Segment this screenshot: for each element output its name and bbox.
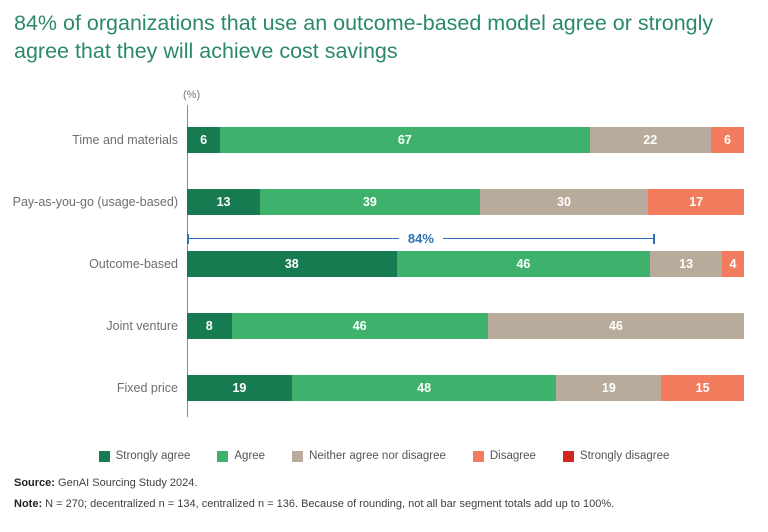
segment-value: 38 [284,257,299,272]
plot-rows: Time and materials 6 67 22 6 Pay-as-you-go (u… [0,109,768,419]
stacked-bar-chart: (%) Time and materials 6 67 22 6 Pay-as-you-g… [0,89,768,462]
segment-value: 46 [608,319,623,334]
bracket-left-tick [187,233,189,244]
row-label: Fixed price [116,381,178,396]
bar-segment: 13 [650,251,722,278]
legend-item: Neither agree nor disagree [292,450,446,462]
bar-track: 38 46 13 4 84% [187,232,744,278]
segment-value: 6 [200,133,208,148]
segment-value: 39 [362,195,377,210]
legend-swatch [292,450,304,462]
chart-row: Time and materials 6 67 22 6 [0,109,768,171]
legend-label: Agree [234,450,266,463]
legend-swatch [472,450,484,462]
bracket-right-tick [652,233,655,244]
legend: Strongly agree Agree Neither agree nor dis… [0,450,768,462]
segment-value: 13 [679,257,694,272]
segment-value: 4 [729,257,737,272]
bar-segment: 67 [220,127,590,154]
segment-value: 19 [601,381,616,396]
source-label: Source: [14,477,55,490]
legend-label: Strongly disagree [579,450,670,463]
bar-segment: 22 [589,127,711,154]
bar-segment: 46 [487,313,744,340]
bar-segment: 38 [187,251,397,278]
chart-row: Outcome-based 38 46 13 4 84% [0,232,768,295]
segment-value: 48 [417,381,432,396]
row-label: Outcome-based [89,257,178,272]
chart-row: Pay-as-you-go (usage-based) 13 39 30 17 [0,171,768,233]
legend-item: Strongly disagree [562,450,670,463]
bar-segment: 8 [187,313,232,340]
bar-segment: 6 [710,127,744,154]
bar-segment: 15 [661,375,744,402]
bar-segment: 19 [556,375,662,402]
legend-item: Agree [217,450,265,462]
source-line: Source: GenAI Sourcing Study 2024. [14,477,754,489]
bar-segment: 30 [479,189,649,216]
chart-title: 84% of organizations that use an outcome… [14,11,714,63]
bar-segment: 46 [396,251,651,278]
annotation-label: 84% [407,231,434,247]
segment-value: 15 [695,381,710,396]
footer-notes: Source: GenAI Sourcing Study 2024. Note:… [0,462,768,510]
row-label: Time and materials [72,133,178,148]
row-label: Joint venture [106,319,178,334]
segment-value: 46 [352,319,367,334]
bar-segment: 6 [187,127,221,154]
bar-segment: 46 [231,313,488,340]
legend-swatch [98,450,110,462]
segment-value: 46 [516,257,531,272]
row-label: Pay-as-you-go (usage-based) [12,195,178,210]
bar-segment: 4 [721,251,744,278]
chart-row: Joint venture 8 46 46 [0,295,768,357]
segment-value: 17 [689,195,704,210]
bar-track: 19 48 19 15 [187,375,744,402]
bar-segment: 19 [187,375,292,402]
chart-row: Fixed price 19 48 19 15 [0,357,768,419]
legend-label: Disagree [489,450,536,463]
bracket-line [442,237,653,240]
bar-segment: 39 [260,189,480,216]
segment-value: 19 [232,381,247,396]
note-line: Note: N = 270; decentralized n = 134, ce… [14,498,754,510]
bar-segment: 17 [648,189,744,216]
legend-label: Neither agree nor disagree [309,450,446,463]
bar-track: 6 67 22 6 [187,127,744,154]
segment-value: 22 [643,133,658,148]
legend-item: Strongly agree [98,450,191,463]
plot-area: Time and materials 6 67 22 6 Pay-as-you-go (u… [0,105,768,419]
annotation-bracket: 84% [187,231,655,247]
segment-value: 13 [216,195,231,210]
segment-value: 30 [557,195,571,210]
segment-value: 8 [205,319,213,334]
legend-item: Disagree [472,450,536,463]
segment-value: 6 [723,133,731,148]
bar-segment: 13 [187,189,261,216]
segment-value: 67 [397,133,412,148]
bar-track: 13 39 30 17 [187,189,744,216]
legend-swatch [562,450,574,462]
bar-track: 8 46 46 [187,313,744,340]
legend-label: Strongly agree [115,450,191,463]
unit-label: (%) [183,89,201,102]
note-text: N = 270; decentralized n = 134, centrali… [42,498,615,511]
legend-swatch [217,450,229,462]
bracket-line [189,237,399,240]
source-text: GenAI Sourcing Study 2024. [54,477,198,490]
bar-segment: 48 [291,375,557,402]
note-label: Note: [14,498,43,511]
